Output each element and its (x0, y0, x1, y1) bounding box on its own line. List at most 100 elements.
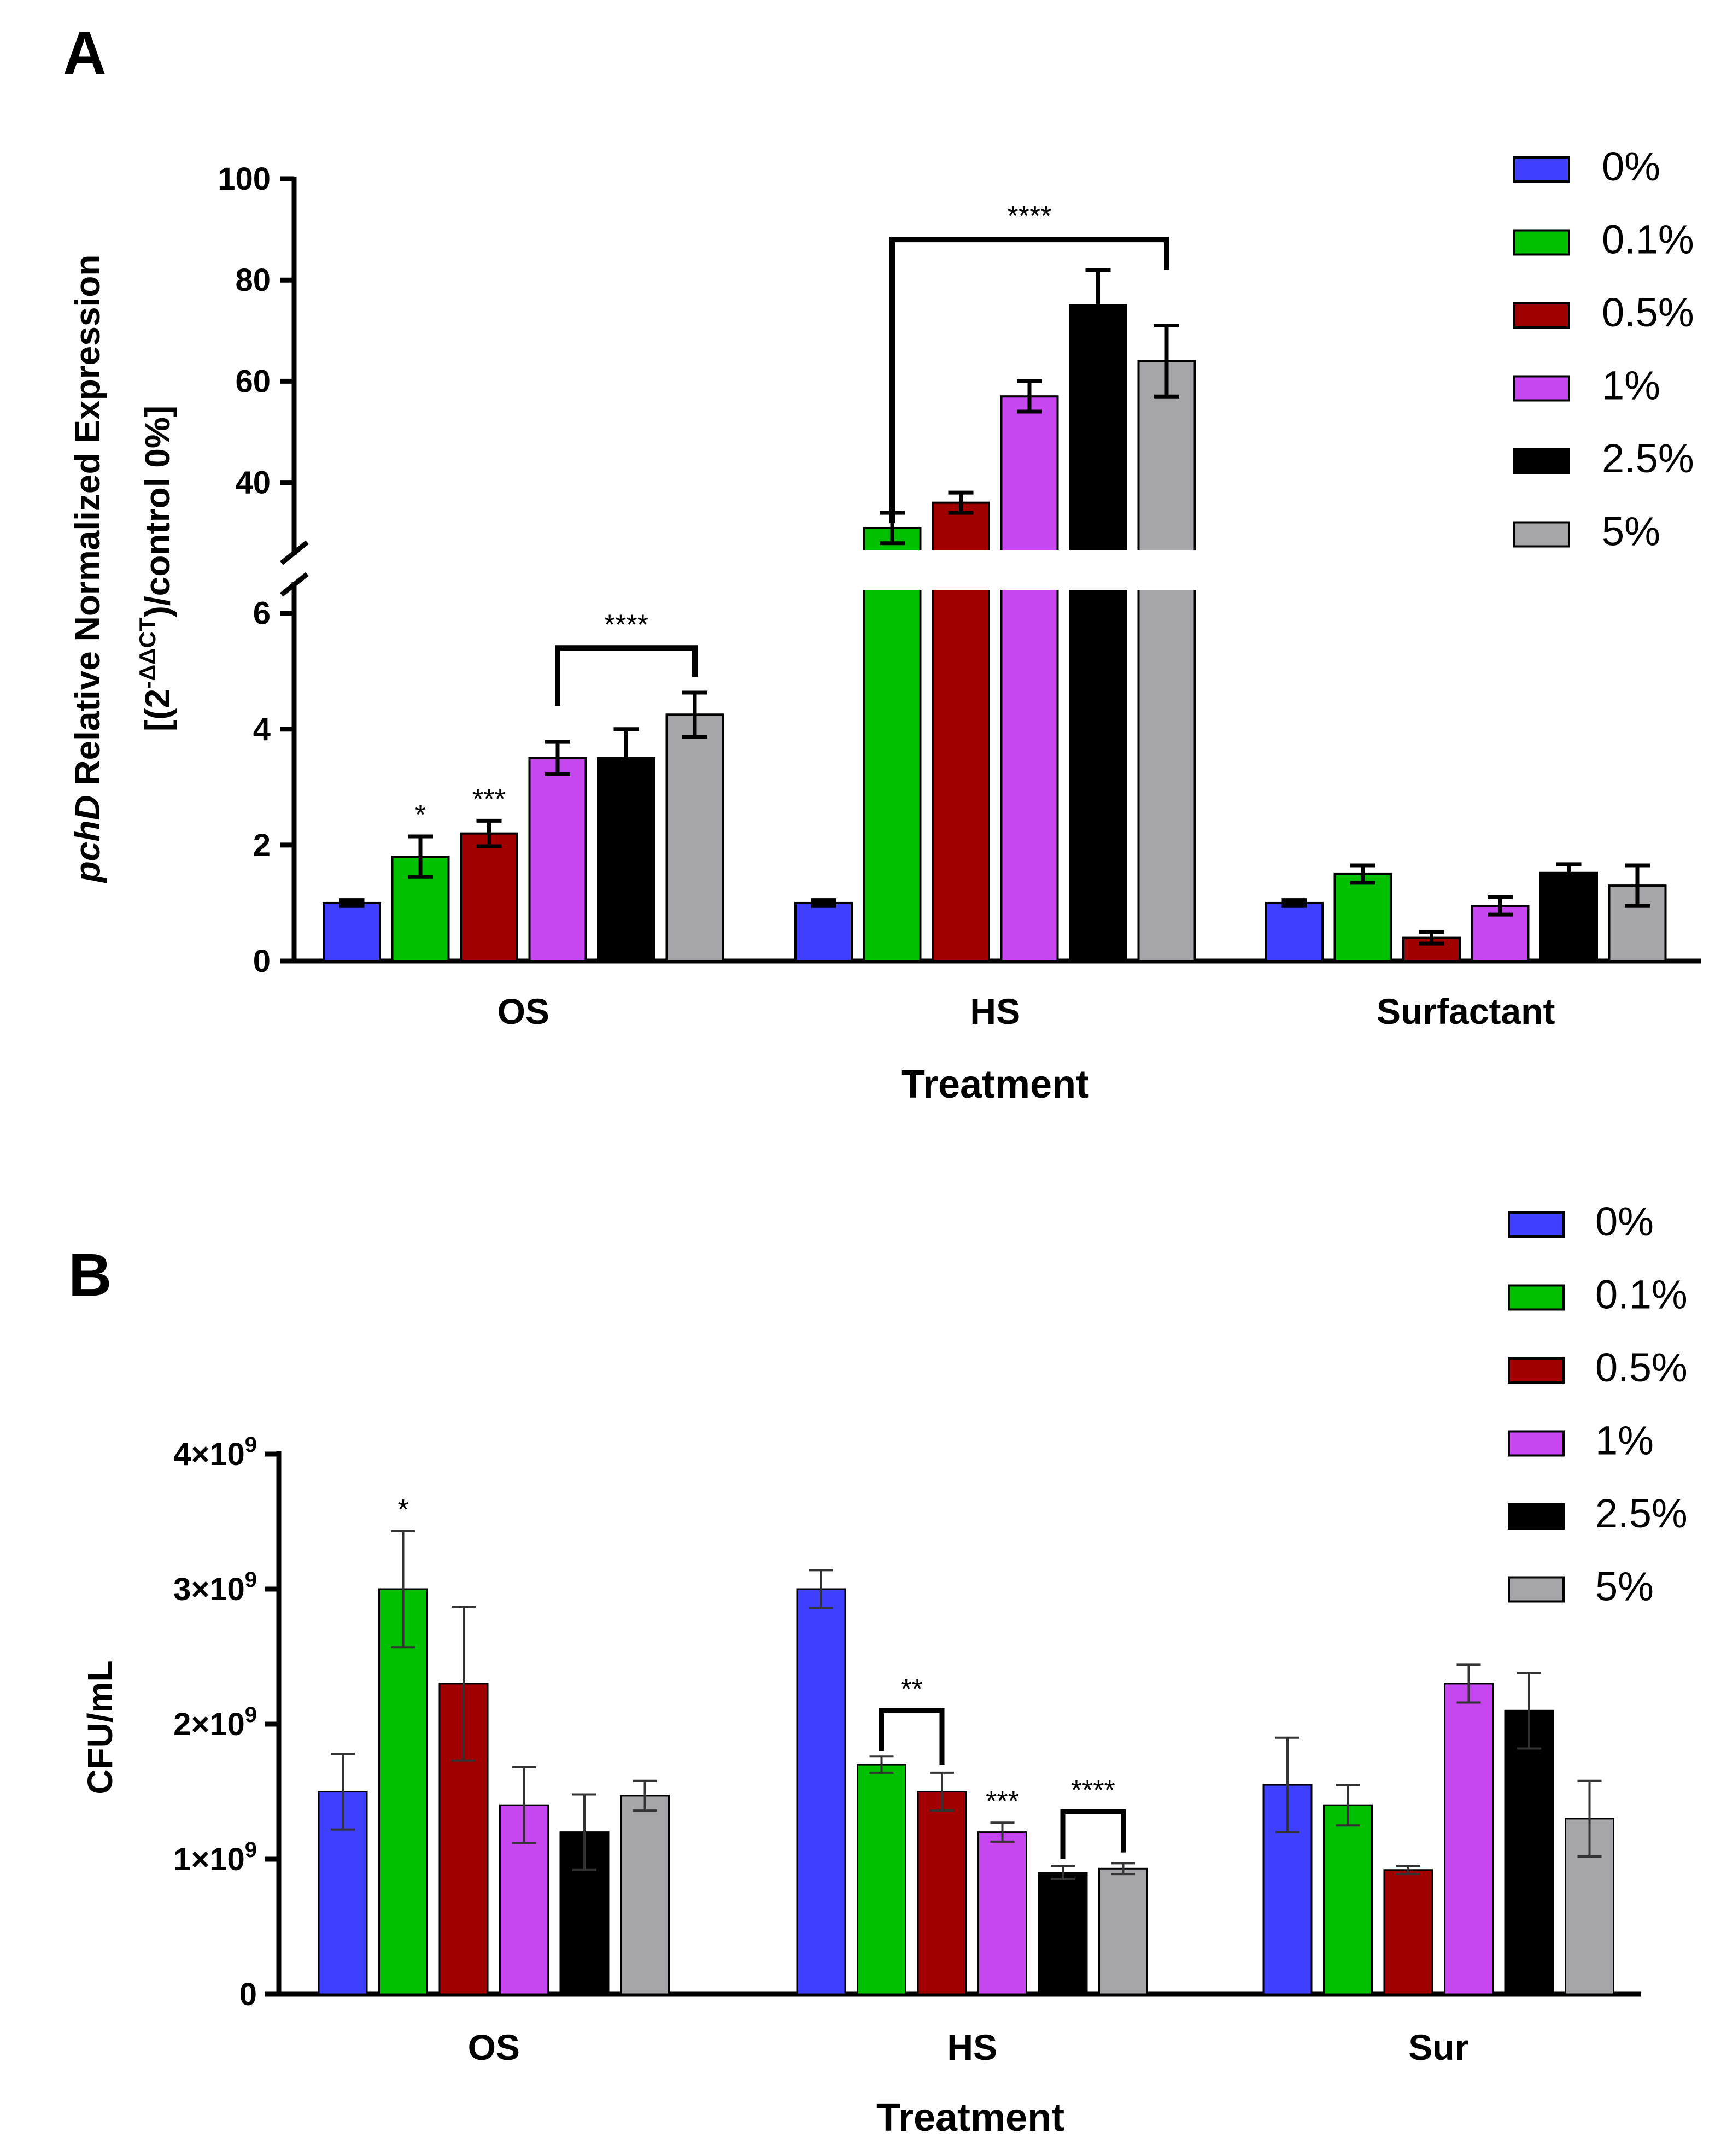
panel-b-bar (977, 1831, 1027, 1995)
panel-a-y-axis-label: pchD Relative Normalized Expression [(2-… (68, 255, 177, 884)
panel-b-bars (318, 1530, 1614, 1995)
panel-a-category-label: HS (970, 991, 1020, 1032)
panel-a-tick-label: 4 (253, 712, 271, 747)
panel-b-tick-label: 4×109 (173, 1433, 257, 1472)
panel-a-legend-label: 0.1% (1602, 217, 1694, 262)
panel-b-significance-label: * (397, 1494, 408, 1526)
panel-a-legend-label: 1% (1602, 363, 1660, 408)
panel-a-legend-label: 2.5% (1602, 436, 1694, 481)
panel-a-ylabel-line2-a: [(2 (138, 689, 177, 731)
panel-b-legend-label: 5% (1595, 1564, 1654, 1609)
panel-a-significance-label: **** (604, 609, 648, 641)
panel-a-ylabel-line2: [(2-ΔΔCT)/control 0%] (134, 406, 177, 731)
panel-a-bar (597, 757, 655, 962)
panel-b-tick-label: 0 (239, 1977, 257, 2012)
panel-a-bar (1069, 304, 1127, 962)
panel-b-x-axis-label: Treatment (876, 2096, 1064, 2140)
panel-b-category-label: HS (947, 2027, 997, 2067)
panel-b-bar (1504, 1709, 1554, 1995)
panel-b-bar (1098, 1867, 1148, 1995)
panel-a-legend: 0% 0.1% 0.5% 1% 2.5% 5% (1513, 144, 1694, 554)
panel-a-tick-label: 40 (235, 465, 271, 501)
panel-b-category-label: Sur (1408, 2027, 1468, 2067)
panel-a-ylabel-gene: pchD (68, 795, 107, 883)
panel-a-ylabel-superscript: -ΔΔCT (134, 617, 160, 689)
panel-a-tick-label: 60 (235, 364, 271, 399)
panel-b-legend: 0% 0.1% 0.5% 1% 2.5% 5% (1508, 1199, 1688, 1609)
panel-b-significance-label: **** (1071, 1775, 1115, 1807)
panel-b-tick-label: 3×109 (173, 1568, 257, 1607)
panel-a-category-label: Surfactant (1377, 991, 1555, 1032)
panel-a-axis-break-mark (280, 572, 309, 597)
panel-a-legend-swatch (1513, 302, 1570, 329)
panel-a-significance-label: * (415, 799, 426, 831)
panel-a-tick-label: 6 (253, 596, 271, 631)
panel-a-tick-label: 0 (253, 944, 271, 979)
panel-b-legend-swatch (1508, 1357, 1565, 1384)
panel-b-legend-label: 1% (1595, 1418, 1654, 1463)
panel-a-bar (794, 901, 853, 963)
panel-b-legend-swatch (1508, 1430, 1565, 1457)
panel-a: A pchD Relative Normalized Expression [(… (63, 20, 1701, 1106)
panel-b-bar (1383, 1869, 1433, 1995)
panel-a-break-gap (842, 550, 1203, 590)
panel-a-bar (1000, 395, 1059, 962)
panel-a-legend-swatch (1513, 521, 1570, 548)
panel-a-bar (528, 757, 587, 962)
panel-b-bar (620, 1795, 670, 1995)
panel-a-bar (1265, 901, 1324, 963)
panel-b-bar (378, 1588, 428, 1995)
panel-a-legend-label: 5% (1602, 509, 1660, 554)
panel-b-legend-label: 0% (1595, 1199, 1654, 1244)
panel-a-bar (1402, 936, 1461, 963)
panel-b-bar (1038, 1872, 1088, 1995)
panel-b-legend-label: 2.5% (1595, 1491, 1688, 1536)
panel-b-y-axis-label: CFU/mL (80, 1660, 120, 1794)
panel-a-bar (460, 832, 518, 962)
panel-a-tick-label: 2 (253, 828, 271, 863)
panel-b-bar (1323, 1804, 1373, 1995)
panel-a-legend-label: 0.5% (1602, 290, 1694, 335)
panel-a-ylabel-line1-rest: Relative Normalized Expression (68, 255, 107, 795)
panel-a-ticks: 0 2 4 6 40 60 80 100 (218, 161, 294, 979)
panel-a-significance-label: *** (472, 783, 506, 815)
panel-a-axis-break-mark (280, 540, 309, 565)
panel-a-bars (323, 268, 1667, 963)
panel-b-tick-label: 1×109 (173, 1838, 257, 1877)
panel-a-bar (1137, 360, 1196, 962)
panel-b-significance-bracket (1060, 1809, 1126, 1859)
panel-a-bar (863, 526, 922, 962)
panel-a-category-label: OS (497, 991, 549, 1032)
panel-a-legend-swatch (1513, 229, 1570, 256)
panel-a-tick-label: 100 (218, 161, 271, 197)
panel-b-tick-label: 2×109 (173, 1703, 257, 1742)
panel-b-legend-swatch (1508, 1211, 1565, 1238)
panel-a-legend-label: 0% (1602, 144, 1660, 189)
panel-a-legend-swatch (1513, 375, 1570, 402)
panel-b-bar (917, 1791, 967, 1995)
panel-a-bar (323, 901, 381, 963)
panel-b-bar (857, 1764, 906, 1995)
panel-a-bar (665, 713, 724, 962)
panel-a-legend-swatch (1513, 448, 1570, 474)
panel-b-letter: B (68, 1241, 112, 1309)
panel-a-ylabel-line2-b: )/control 0%] (138, 406, 177, 618)
panel-b-legend-swatch (1508, 1503, 1565, 1530)
panel-b-legend-swatch (1508, 1284, 1565, 1311)
panel-a-legend-swatch (1513, 156, 1570, 183)
panel-a-significance-bracket (555, 645, 698, 706)
panel-b-category-labels: OS HS Sur (468, 2027, 1469, 2067)
panel-a-category-labels: OS HS Surfactant (497, 991, 1555, 1032)
panel-b-legend-label: 0.5% (1595, 1345, 1688, 1390)
panel-a-bar (1333, 872, 1392, 962)
panel-b-significance-label: ** (901, 1673, 923, 1705)
panel-b-significance-label: *** (986, 1785, 1019, 1817)
panel-a-ylabel-line1: pchD Relative Normalized Expression (68, 255, 107, 884)
panel-a-significance-bracket (889, 237, 1169, 523)
panel-a-annotations: * *********** (415, 201, 1169, 831)
panel-a-tick-label: 80 (235, 262, 271, 298)
panel-a-letter: A (63, 20, 106, 87)
panel-b-legend-swatch (1508, 1576, 1565, 1603)
panel-b-significance-bracket (879, 1708, 945, 1765)
